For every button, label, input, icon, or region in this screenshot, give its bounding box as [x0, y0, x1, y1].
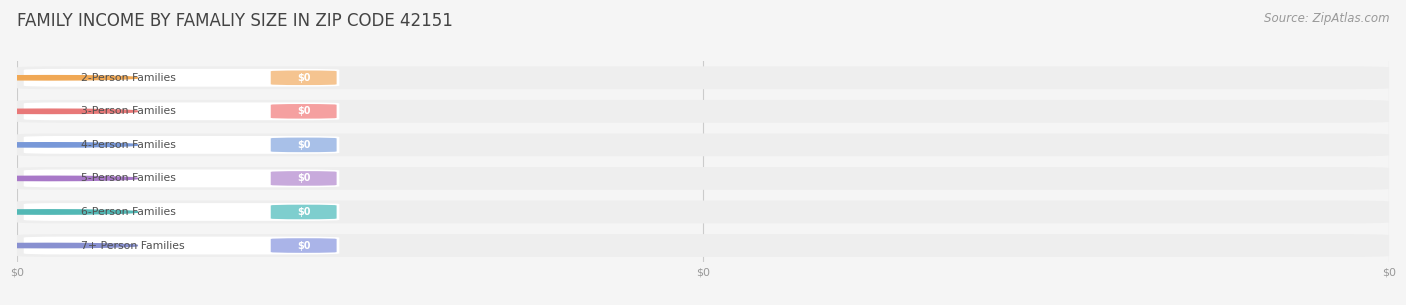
FancyBboxPatch shape [24, 170, 339, 187]
Text: $0: $0 [297, 73, 311, 83]
FancyBboxPatch shape [271, 70, 336, 85]
Text: 5-Person Families: 5-Person Families [82, 174, 176, 183]
Text: $0: $0 [297, 140, 311, 150]
FancyBboxPatch shape [271, 171, 336, 186]
FancyBboxPatch shape [24, 136, 339, 154]
Text: Source: ZipAtlas.com: Source: ZipAtlas.com [1264, 12, 1389, 25]
Circle shape [0, 143, 138, 147]
Text: 3-Person Families: 3-Person Families [82, 106, 176, 116]
FancyBboxPatch shape [271, 138, 336, 152]
Text: $0: $0 [297, 106, 311, 116]
FancyBboxPatch shape [24, 69, 339, 87]
Text: $0: $0 [297, 207, 311, 217]
FancyBboxPatch shape [17, 201, 1389, 223]
Circle shape [0, 76, 138, 80]
Text: 2-Person Families: 2-Person Families [82, 73, 176, 83]
FancyBboxPatch shape [17, 100, 1389, 123]
Text: 7+ Person Families: 7+ Person Families [82, 241, 186, 250]
Circle shape [0, 243, 138, 248]
FancyBboxPatch shape [24, 102, 339, 120]
Circle shape [0, 109, 138, 113]
FancyBboxPatch shape [17, 234, 1389, 257]
FancyBboxPatch shape [17, 167, 1389, 190]
Text: FAMILY INCOME BY FAMALIY SIZE IN ZIP CODE 42151: FAMILY INCOME BY FAMALIY SIZE IN ZIP COD… [17, 12, 453, 30]
FancyBboxPatch shape [271, 104, 336, 119]
FancyBboxPatch shape [271, 205, 336, 219]
Text: $0: $0 [297, 174, 311, 183]
FancyBboxPatch shape [17, 66, 1389, 89]
Text: 4-Person Families: 4-Person Families [82, 140, 176, 150]
FancyBboxPatch shape [17, 134, 1389, 156]
FancyBboxPatch shape [24, 237, 339, 254]
FancyBboxPatch shape [24, 203, 339, 221]
Circle shape [0, 210, 138, 214]
Text: $0: $0 [297, 241, 311, 250]
FancyBboxPatch shape [271, 238, 336, 253]
Text: 6-Person Families: 6-Person Families [82, 207, 176, 217]
Circle shape [0, 176, 138, 181]
